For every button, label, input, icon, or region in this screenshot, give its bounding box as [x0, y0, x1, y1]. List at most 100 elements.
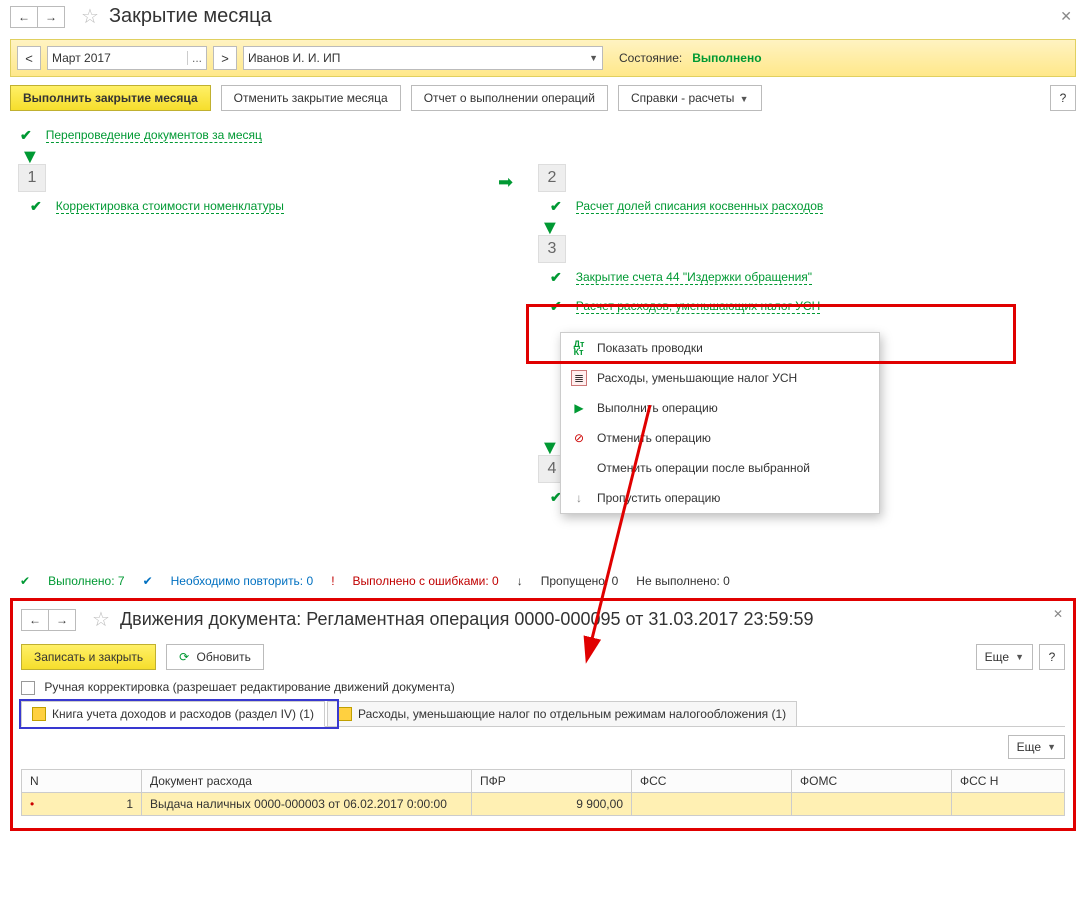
execute-button[interactable]: Выполнить закрытие месяца — [10, 85, 211, 111]
close-icon[interactable]: ✕ — [1060, 8, 1072, 25]
period-value: Март 2017 — [52, 51, 111, 65]
dropdown-icon: ▼ — [1015, 652, 1024, 662]
refs-button-label: Справки - расчеты — [631, 91, 734, 105]
more-button-table[interactable]: Еще ▼ — [1008, 735, 1065, 759]
tab-reducing-expenses[interactable]: Расходы, уменьшающие налог по отдельным … — [327, 701, 797, 726]
col-pfr[interactable]: ПФР — [472, 769, 632, 792]
flow-arrow-down-icon: ▼ — [0, 150, 1086, 164]
more-button-top[interactable]: Еще ▼ — [976, 644, 1033, 670]
period-prev-button[interactable]: < — [17, 46, 41, 70]
check-icon: ✔ — [20, 574, 30, 588]
cell-fss — [632, 792, 792, 815]
document-icon: ≣ — [571, 370, 587, 386]
usn-expenses-link[interactable]: Расчет расходов, уменьшающих налог УСН — [576, 299, 821, 314]
errors-label: Выполнено с ошибками: — [353, 574, 489, 588]
tab-kudir-section-iv[interactable]: Книга учета доходов и расходов (раздел I… — [21, 701, 325, 727]
col-n[interactable]: N — [22, 769, 142, 792]
refs-button[interactable]: Справки - расчеты ▼ — [618, 85, 762, 111]
more-label: Еще — [1017, 740, 1041, 754]
error-icon: ! — [331, 574, 334, 588]
period-input[interactable]: Март 2017 ... — [47, 46, 207, 70]
skip-icon: ↓ — [517, 574, 523, 588]
report-button[interactable]: Отчет о выполнении операций — [411, 85, 608, 111]
reposting-link[interactable]: Перепроведение документов за месяц — [46, 128, 262, 143]
check-icon: ✔ — [550, 269, 562, 286]
period-org-bar: < Март 2017 ... > Иванов И. И. ИП ▼ Сост… — [10, 39, 1076, 77]
cost-correction-link[interactable]: Корректировка стоимости номенклатуры — [56, 199, 284, 214]
save-close-button[interactable]: Записать и закрыть — [21, 644, 156, 670]
refs-dropdown-icon: ▼ — [740, 94, 749, 104]
menu-item-label: Показать проводки — [597, 341, 703, 355]
cancel-icon: ⊘ — [571, 430, 587, 446]
cancel-button[interactable]: Отменить закрытие месяца — [221, 85, 401, 111]
dropdown-icon: ▼ — [1047, 742, 1056, 752]
cell-n: 1 — [126, 797, 133, 811]
indirect-costs-link[interactable]: Расчет долей списания косвенных расходов — [576, 199, 824, 214]
cell-doc: Выдача наличных 0000-000003 от 06.02.201… — [142, 792, 472, 815]
menu-cancel[interactable]: ⊘ Отменить операцию — [561, 423, 879, 453]
errors-value: 0 — [492, 574, 499, 588]
check-icon: ✔ — [550, 198, 562, 215]
repeat-value: 0 — [307, 574, 314, 588]
manual-correction-checkbox[interactable] — [21, 681, 35, 695]
sub-help-button[interactable]: ? — [1039, 644, 1065, 670]
tab-label: Книга учета доходов и расходов (раздел I… — [52, 707, 314, 721]
tab-icon — [338, 707, 352, 721]
menu-usn-expenses[interactable]: ≣ Расходы, уменьшающие налог УСН — [561, 363, 879, 393]
favorite-star-icon[interactable]: ☆ — [81, 4, 99, 29]
close-account-44-link[interactable]: Закрытие счета 44 "Издержки обращения" — [576, 270, 812, 285]
check-icon: ✔ — [20, 127, 32, 144]
nav-back-button[interactable]: ← — [10, 6, 38, 28]
period-next-button[interactable]: > — [213, 46, 237, 70]
execute-icon: ▶ — [571, 400, 587, 416]
manual-correction-label: Ручная корректировка (разрешает редактир… — [44, 680, 454, 694]
cell-fssn — [952, 792, 1065, 815]
org-dropdown-icon[interactable]: ▼ — [589, 53, 598, 63]
org-input[interactable]: Иванов И. И. ИП ▼ — [243, 46, 603, 70]
page-title: Закрытие месяца — [109, 5, 272, 28]
skipped-value: 0 — [612, 574, 619, 588]
menu-item-label: Выполнить операцию — [597, 401, 718, 415]
refresh-button[interactable]: ⟳ Обновить — [166, 644, 264, 670]
col-foms[interactable]: ФОМС — [792, 769, 952, 792]
status-value: Выполнено — [692, 51, 761, 65]
done-value: 7 — [118, 574, 125, 588]
sub-window: ✕ ← → ☆ Движения документа: Регламентная… — [10, 598, 1076, 831]
menu-show-transactions[interactable]: ДтКт Показать проводки — [561, 333, 879, 363]
status-label: Состояние: — [619, 51, 682, 65]
step-2-badge: 2 — [538, 164, 566, 192]
period-ellipsis-icon[interactable]: ... — [187, 51, 202, 65]
menu-item-label: Расходы, уменьшающие налог УСН — [597, 371, 797, 385]
notdone-label: Не выполнено: — [636, 574, 720, 588]
table-row[interactable]: • 1 Выдача наличных 0000-000003 от 06.02… — [22, 792, 1065, 815]
help-button[interactable]: ? — [1050, 85, 1076, 111]
repeat-icon: ✔ — [143, 574, 153, 588]
more-label: Еще — [985, 650, 1009, 664]
col-doc[interactable]: Документ расхода — [142, 769, 472, 792]
menu-item-label: Пропустить операцию — [597, 491, 720, 505]
context-menu: ДтКт Показать проводки ≣ Расходы, уменьш… — [560, 332, 880, 514]
step-3-badge: 3 — [538, 235, 566, 263]
skipped-label: Пропущено: — [541, 574, 609, 588]
nav-forward-button[interactable]: → — [37, 6, 65, 28]
sub-nav-back-button[interactable]: ← — [21, 609, 49, 631]
skip-icon: ↓ — [571, 490, 587, 506]
col-fss[interactable]: ФСС — [632, 769, 792, 792]
check-icon: ✔ — [30, 198, 42, 215]
refresh-label: Обновить — [197, 650, 251, 664]
repeat-label: Необходимо повторить: — [171, 574, 304, 588]
sub-nav-forward-button[interactable]: → — [48, 609, 76, 631]
step-1-badge: 1 — [18, 164, 46, 192]
check-icon: ✔ — [550, 298, 562, 315]
flow-arrow-right-icon: ➡ — [498, 172, 513, 193]
menu-execute[interactable]: ▶ Выполнить операцию — [561, 393, 879, 423]
col-fssn[interactable]: ФСС Н — [952, 769, 1065, 792]
tab-icon — [32, 707, 46, 721]
cell-pfr: 9 900,00 — [472, 792, 632, 815]
close-icon[interactable]: ✕ — [1053, 607, 1063, 621]
menu-skip[interactable]: ↓ Пропустить операцию — [561, 483, 879, 513]
tab-label: Расходы, уменьшающие налог по отдельным … — [358, 707, 786, 721]
menu-cancel-after[interactable]: Отменить операции после выбранной — [561, 453, 879, 483]
favorite-star-icon[interactable]: ☆ — [92, 607, 110, 632]
menu-item-label: Отменить операцию — [597, 431, 711, 445]
